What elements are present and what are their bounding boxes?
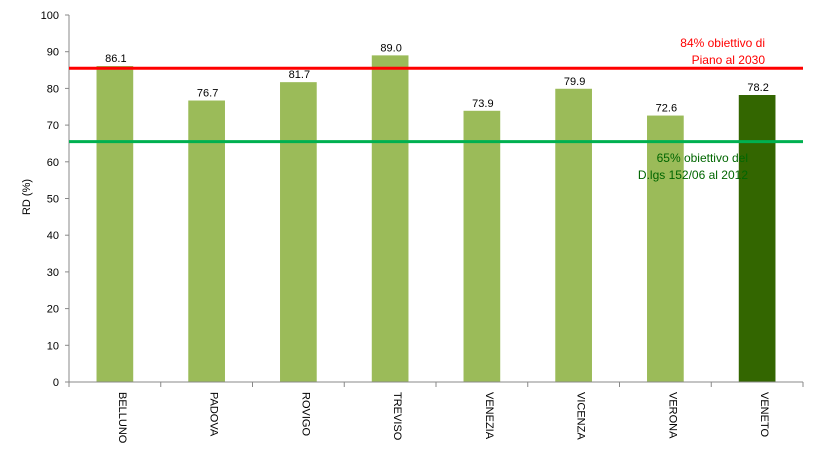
- target-annotation-red: Piano al 2030: [692, 53, 766, 67]
- target-annotation-red: 84% obiettivo di: [680, 36, 765, 50]
- y-tick-label: 50: [47, 194, 59, 206]
- y-tick-label: 60: [47, 157, 59, 169]
- value-label: 79.9: [564, 76, 585, 88]
- x-tick-label: TREVISO: [391, 392, 403, 441]
- x-tick-label: VERONA: [666, 392, 678, 439]
- bar-treviso: [371, 55, 409, 383]
- y-tick-label: 0: [53, 377, 59, 389]
- value-label: 78.2: [747, 82, 768, 94]
- target-annotation-green: D.lgs 152/06 al 2012: [638, 168, 748, 182]
- target-annotation-green: 65% obiettivo del: [657, 151, 748, 165]
- y-tick-label: 80: [47, 83, 59, 95]
- bar-venezia: [463, 110, 501, 383]
- bars: [96, 55, 776, 383]
- y-tick-label: 10: [47, 340, 59, 352]
- bar-rovigo: [280, 82, 317, 382]
- value-label: 72.6: [656, 103, 677, 115]
- value-label: 89.0: [380, 42, 401, 54]
- x-axis: BELLUNO PADOVA ROVIGO TREVISO VENEZIA VICENZA…: [68, 381, 804, 444]
- y-axis-title: RD (%): [21, 179, 33, 215]
- y-tick-label: 30: [47, 267, 59, 279]
- value-label: 81.7: [289, 69, 310, 81]
- y-tick-label: 70: [47, 120, 59, 132]
- x-tick-label: VENETO: [758, 392, 770, 437]
- bar-vicenza: [555, 88, 592, 382]
- y-tick-label: 100: [41, 10, 59, 22]
- bar-veneto: [738, 95, 776, 383]
- y-tick-label: 40: [47, 230, 59, 242]
- x-tick-label: PADOVA: [208, 392, 220, 437]
- x-tick-label: VICENZA: [575, 392, 587, 440]
- value-label: 86.1: [105, 53, 126, 65]
- value-label: 76.7: [197, 88, 218, 100]
- bar-verona: [647, 115, 684, 383]
- reference-lines: [69, 66, 803, 144]
- value-labels: 86.1 76.7 81.7 89.0 73.9 79.9 72.6 78.2: [105, 42, 769, 114]
- x-tick-label: BELLUNO: [116, 392, 128, 444]
- bar-padova: [188, 100, 225, 383]
- y-tick-label: 90: [47, 47, 59, 59]
- annotations: 84% obiettivo di Piano al 2030 65% obietti…: [638, 36, 765, 182]
- x-tick-label: VENEZIA: [483, 392, 495, 440]
- bar-belluno: [96, 66, 134, 382]
- x-tick-label: ROVIGO: [299, 392, 311, 436]
- y-tick-label: 20: [47, 304, 59, 316]
- value-label: 73.9: [472, 98, 493, 110]
- y-axis: 0 10 20 30 40 50 60 70 80 90 100: [41, 10, 70, 389]
